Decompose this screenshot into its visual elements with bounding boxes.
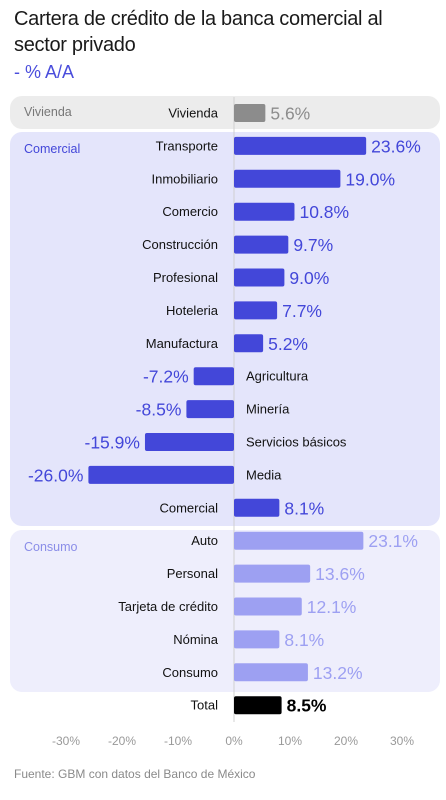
category-label-vivienda: Vivienda <box>168 106 218 121</box>
x-tick-label: -30% <box>52 734 80 748</box>
bar-consumo <box>234 663 308 682</box>
bar-personal <box>234 564 311 583</box>
value-label-nomina: 8.1% <box>284 630 324 650</box>
value-label-construccion: 9.7% <box>293 235 333 255</box>
bar-manufactura <box>234 334 264 353</box>
group-panel-comercial <box>10 132 440 526</box>
value-label-vivienda: 5.6% <box>270 104 310 124</box>
bar-nomina <box>234 630 280 649</box>
bar-total <box>234 696 282 715</box>
bar-inmobiliario <box>234 169 341 188</box>
category-label-nomina: Nómina <box>173 632 219 647</box>
source-note: Fuente: GBM con datos del Banco de Méxic… <box>14 767 256 781</box>
category-label-hoteleria: Hoteleria <box>166 303 219 318</box>
category-label-inmobiliario: Inmobiliario <box>152 171 218 186</box>
category-label-comercial: Comercial <box>159 500 218 515</box>
value-label-comercial: 8.1% <box>284 498 324 518</box>
category-label-mineria: Minería <box>246 402 290 417</box>
value-label-servicios-basicos: -15.9% <box>85 433 140 453</box>
x-tick-label: 20% <box>334 734 358 748</box>
bar-tarjeta-de-credito <box>234 597 302 616</box>
x-tick-label: 30% <box>390 734 414 748</box>
bar-hoteleria <box>234 301 278 320</box>
bar-construccion <box>234 235 289 254</box>
x-tick-label: -20% <box>108 734 136 748</box>
category-label-manufactura: Manufactura <box>146 336 219 351</box>
chart-title: Cartera de crédito de la banca comercial… <box>14 8 383 56</box>
value-label-comercio: 10.8% <box>299 202 349 222</box>
value-label-media: -26.0% <box>28 465 83 485</box>
category-label-construccion: Construcción <box>142 237 218 252</box>
value-label-tarjeta-de-credito: 12.1% <box>307 597 357 617</box>
chart-subtitle: - % A/A <box>14 62 75 82</box>
x-tick-label: 10% <box>278 734 302 748</box>
value-label-agricultura: -7.2% <box>143 367 189 387</box>
bar-agricultura <box>193 367 234 386</box>
bar-auto <box>234 531 364 550</box>
bar-comercial <box>234 498 280 517</box>
bar-servicios-basicos <box>144 433 234 451</box>
group-panel-consumo <box>10 530 440 692</box>
value-label-transporte: 23.6% <box>371 136 421 156</box>
value-label-manufactura: 5.2% <box>268 334 308 354</box>
category-label-comercio: Comercio <box>162 204 218 219</box>
value-label-total: 8.5% <box>287 696 327 716</box>
x-tick-label: 0% <box>225 734 243 748</box>
group-panel-vivienda <box>10 96 440 129</box>
group-label-vivienda: Vivienda <box>24 105 72 119</box>
bar-transporte <box>234 136 367 155</box>
category-label-consumo: Consumo <box>162 665 218 680</box>
value-label-hoteleria: 7.7% <box>282 301 322 321</box>
category-label-tarjeta-de-credito: Tarjeta de crédito <box>118 599 218 614</box>
category-label-agricultura: Agricultura <box>246 369 309 384</box>
category-label-total: Total <box>191 698 219 713</box>
category-label-auto: Auto <box>191 533 218 548</box>
bar-mineria <box>186 400 234 419</box>
bar-media <box>88 465 235 484</box>
category-label-servicios-basicos: Servicios básicos <box>246 435 347 450</box>
value-label-auto: 23.1% <box>368 531 418 551</box>
category-label-transporte: Transporte <box>156 138 218 153</box>
value-label-consumo: 13.2% <box>313 663 363 683</box>
bar-comercio <box>234 202 295 221</box>
value-label-profesional: 9.0% <box>289 268 329 288</box>
bar-vivienda <box>234 104 266 122</box>
category-label-profesional: Profesional <box>153 270 218 285</box>
value-label-personal: 13.6% <box>315 564 365 584</box>
category-label-personal: Personal <box>167 566 218 581</box>
group-label-comercial: Comercial <box>24 142 81 156</box>
group-label-consumo: Consumo <box>24 540 78 554</box>
value-label-inmobiliario: 19.0% <box>345 169 395 189</box>
category-label-media: Media <box>246 467 282 482</box>
bar-profesional <box>234 268 285 287</box>
value-label-mineria: -8.5% <box>136 400 182 420</box>
x-tick-label: -10% <box>164 734 192 748</box>
